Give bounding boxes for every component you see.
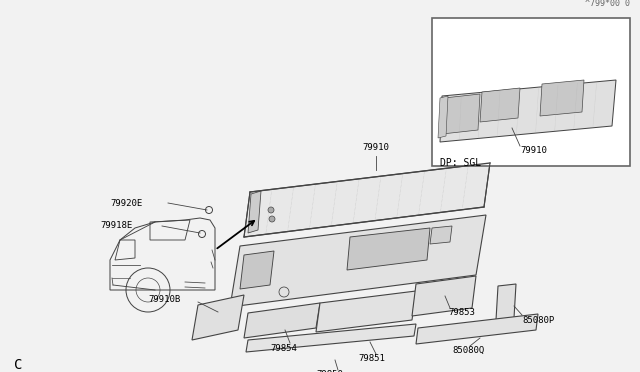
Polygon shape: [416, 314, 538, 344]
Text: C: C: [14, 358, 22, 372]
Text: ^799*00 0: ^799*00 0: [585, 0, 630, 8]
Polygon shape: [240, 251, 274, 289]
Polygon shape: [244, 163, 490, 237]
Text: 79850: 79850: [316, 370, 343, 372]
Polygon shape: [246, 324, 416, 352]
Polygon shape: [496, 284, 516, 320]
Text: 79851: 79851: [358, 354, 385, 363]
Text: 79910B: 79910B: [148, 295, 180, 304]
Text: 79920E: 79920E: [110, 199, 142, 208]
Polygon shape: [430, 226, 452, 244]
Text: 85080Q: 85080Q: [452, 346, 484, 355]
Text: 79854: 79854: [270, 344, 297, 353]
Polygon shape: [438, 96, 448, 138]
Text: 85080P: 85080P: [522, 316, 554, 325]
Text: 79918E: 79918E: [100, 221, 132, 231]
Polygon shape: [442, 94, 480, 134]
Polygon shape: [192, 295, 244, 340]
Polygon shape: [248, 191, 261, 233]
Polygon shape: [316, 291, 416, 332]
Text: 79853: 79853: [448, 308, 475, 317]
Text: 79910: 79910: [520, 146, 547, 155]
Circle shape: [268, 207, 274, 213]
Polygon shape: [440, 80, 616, 142]
Polygon shape: [412, 276, 476, 316]
Text: 79910: 79910: [363, 143, 389, 152]
Bar: [432, 18, 630, 166]
Text: DP: SGL: DP: SGL: [440, 158, 481, 168]
Polygon shape: [230, 215, 486, 307]
Polygon shape: [480, 88, 520, 122]
Polygon shape: [347, 228, 430, 270]
Polygon shape: [540, 80, 584, 116]
Circle shape: [269, 216, 275, 222]
Polygon shape: [244, 303, 320, 338]
